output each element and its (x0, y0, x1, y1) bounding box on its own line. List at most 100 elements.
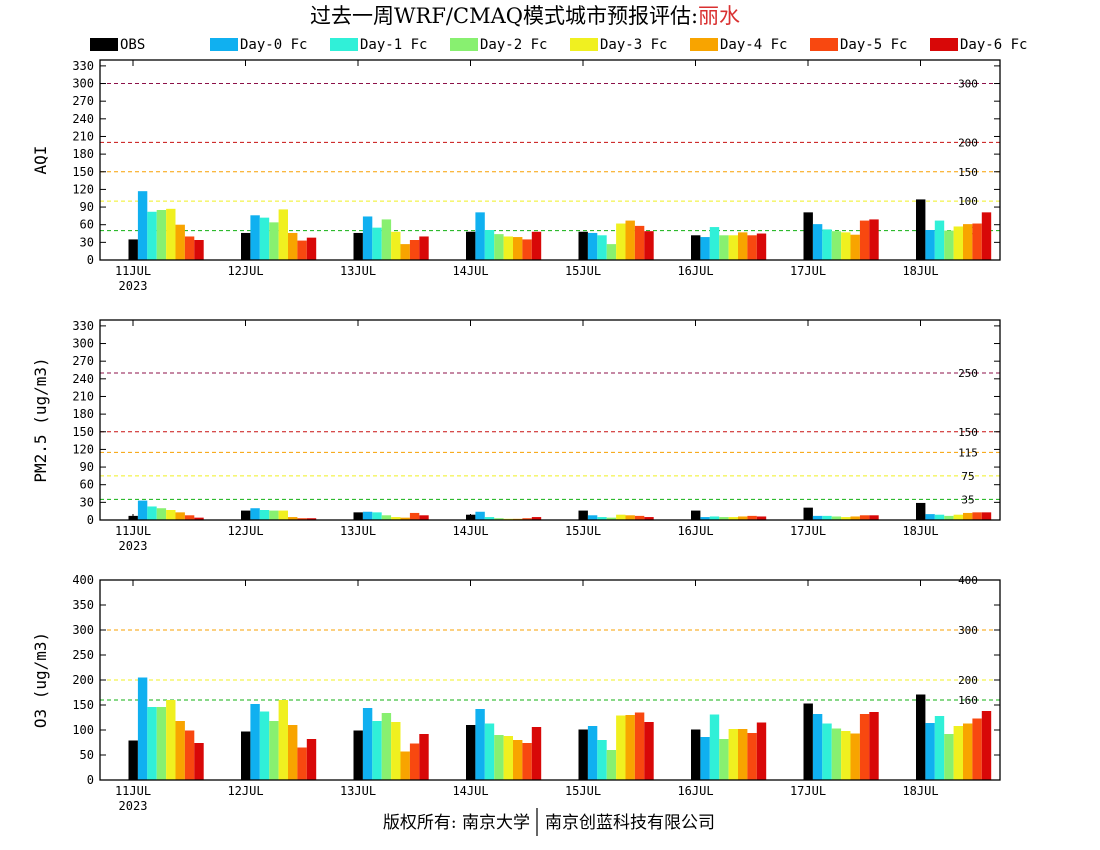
y-tick-label: 30 (80, 495, 94, 509)
bar (250, 704, 260, 780)
y-tick-label: 210 (72, 389, 94, 403)
bar (597, 517, 607, 520)
bar (381, 515, 392, 520)
bar (578, 729, 588, 780)
bar (953, 514, 963, 520)
y-tick-label: 120 (72, 442, 94, 456)
legend-swatch (330, 38, 358, 51)
bar (587, 515, 598, 520)
bar (400, 517, 410, 520)
bar (484, 517, 495, 520)
y-tick-label: 270 (72, 354, 94, 368)
bar (372, 227, 382, 260)
bar (278, 209, 288, 260)
plot-frame (99, 59, 1001, 261)
bar (362, 511, 373, 520)
bar (719, 235, 729, 260)
threshold-label: 75 (961, 470, 974, 483)
x-tick-label: 18JUL (902, 784, 938, 798)
bar (522, 518, 532, 520)
bar (250, 508, 260, 520)
bar (803, 507, 813, 520)
x-tick-label: 18JUL (902, 264, 938, 278)
bar (578, 231, 588, 260)
bar (625, 515, 635, 520)
x-tick-label: 18JUL (902, 524, 938, 538)
x-tick-label: 11JUL (115, 264, 151, 278)
x-tick-label: 14JUL (452, 524, 488, 538)
bar (175, 721, 185, 780)
bar (691, 729, 701, 780)
y-tick-label: 270 (72, 94, 94, 108)
bar (156, 210, 167, 260)
threshold-label: 300 (958, 624, 978, 637)
bar (419, 515, 429, 520)
bar (241, 232, 251, 260)
legend-label: Day-4 Fc (720, 37, 787, 53)
legend-swatch (90, 38, 118, 51)
bar (128, 239, 138, 260)
bar (288, 232, 298, 260)
bar (934, 716, 945, 780)
x-tick-label: 13JUL (340, 784, 376, 798)
bar (738, 729, 748, 780)
bar (166, 700, 176, 780)
bar (306, 739, 317, 780)
bar (259, 217, 270, 260)
bar (953, 726, 963, 780)
bar (953, 226, 963, 260)
bar (409, 743, 420, 780)
bar (503, 236, 513, 260)
threshold-label: 200 (958, 136, 978, 149)
legend-swatch (930, 38, 958, 51)
bar (194, 743, 204, 780)
bar (391, 722, 401, 780)
x-year-label: 2023 (119, 279, 148, 293)
legend-swatch (570, 38, 598, 51)
bar (597, 740, 607, 780)
bar (184, 730, 195, 780)
bar (728, 729, 738, 780)
chart-title-prefix: 过去一周WRF/CMAQ模式城市预报评估: (310, 4, 698, 28)
x-tick-label: 14JUL (452, 784, 488, 798)
bar (934, 220, 945, 260)
bar (147, 211, 157, 260)
bar (963, 512, 973, 520)
bar (391, 517, 401, 520)
bar (362, 708, 373, 780)
threshold-label: 115 (958, 446, 978, 459)
bar (353, 730, 363, 780)
bar (738, 516, 748, 520)
bar (137, 500, 148, 520)
legend-label: Day-1 Fc (360, 37, 427, 53)
bar (634, 712, 645, 780)
y-axis-label: O3 (ug/m3) (31, 632, 50, 728)
bar (269, 222, 279, 260)
bar (831, 516, 842, 520)
x-tick-label: 13JUL (340, 524, 376, 538)
bar (859, 714, 870, 780)
bar (728, 235, 738, 260)
bar (616, 715, 626, 780)
bar (700, 237, 710, 260)
bar (278, 510, 288, 520)
bar (166, 510, 176, 520)
bar (513, 237, 523, 260)
bar (372, 721, 382, 780)
bar (944, 515, 954, 520)
bar (522, 743, 532, 780)
bar (194, 240, 204, 260)
bar (981, 212, 992, 260)
bar (981, 711, 992, 780)
y-tick-label: 300 (72, 337, 94, 351)
bar (372, 512, 382, 520)
legend-label: Day-6 Fc (960, 37, 1027, 53)
bar (259, 510, 270, 520)
bar (756, 516, 767, 520)
bar (587, 232, 598, 260)
y-tick-label: 150 (72, 165, 94, 179)
x-tick-label: 17JUL (790, 524, 826, 538)
bar (147, 506, 157, 520)
